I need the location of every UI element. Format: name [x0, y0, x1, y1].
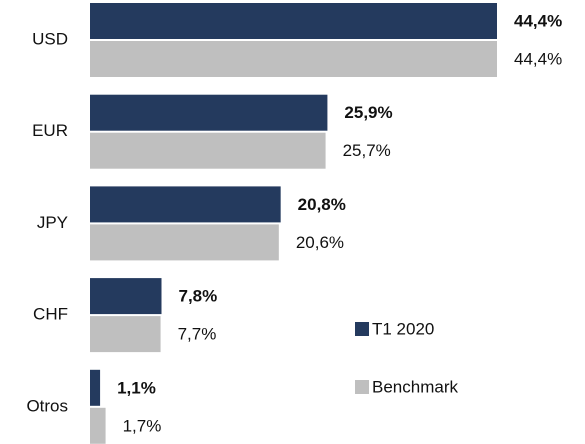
value-label: 44,4%: [514, 49, 562, 68]
value-label: 1,7%: [123, 416, 162, 435]
legend-label: T1 2020: [372, 319, 434, 338]
category-label: EUR: [32, 121, 68, 140]
bar: [90, 224, 279, 261]
bar: [90, 407, 106, 444]
bar: [90, 132, 326, 169]
bar: [90, 369, 101, 406]
value-label: 20,8%: [298, 195, 346, 214]
category-label: Otros: [26, 396, 68, 415]
value-label: 7,7%: [178, 325, 217, 344]
bar: [90, 278, 162, 315]
bar: [90, 3, 497, 39]
value-label: 25,7%: [343, 141, 391, 160]
legend-swatch: [355, 380, 369, 394]
bar: [90, 41, 497, 77]
category-label: USD: [32, 29, 68, 48]
bar: [90, 94, 328, 131]
category-label: JPY: [37, 213, 68, 232]
value-label: 1,1%: [117, 378, 156, 397]
value-label: 20,6%: [296, 233, 344, 252]
category-label: CHF: [33, 305, 68, 324]
value-label: 25,9%: [344, 103, 392, 122]
value-label: 44,4%: [514, 11, 562, 30]
value-label: 7,8%: [179, 287, 218, 306]
bar: [90, 316, 161, 353]
legend-label: Benchmark: [372, 377, 458, 396]
legend-swatch: [355, 322, 369, 336]
bar: [90, 186, 281, 223]
